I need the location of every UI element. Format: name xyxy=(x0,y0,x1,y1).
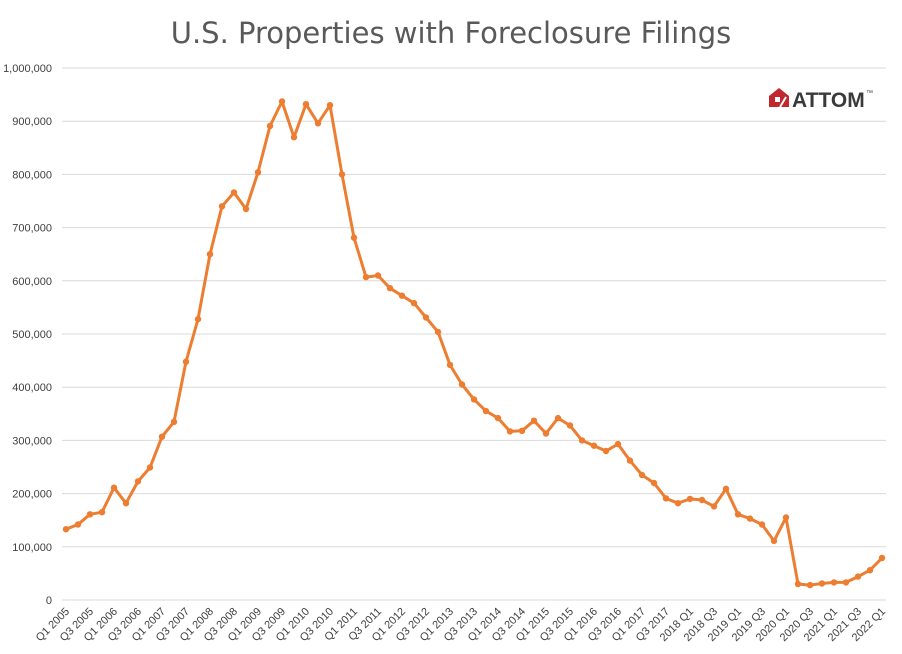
data-point xyxy=(410,299,418,307)
data-point xyxy=(758,521,766,528)
series-foreclosure-filings xyxy=(62,98,886,589)
data-point xyxy=(446,361,454,369)
data-point xyxy=(578,437,586,444)
y-tick-label: 1,000,000 xyxy=(3,63,52,75)
y-tick-label: 700,000 xyxy=(12,223,52,235)
data-point xyxy=(806,581,814,589)
data-point xyxy=(686,495,694,503)
data-point xyxy=(434,328,442,336)
data-point xyxy=(278,98,286,105)
data-point xyxy=(638,471,646,479)
data-point xyxy=(734,511,742,518)
gridlines xyxy=(62,67,886,601)
data-point xyxy=(458,381,466,388)
attom-logo: ATTOM ™ xyxy=(769,88,873,112)
data-point xyxy=(518,427,526,434)
data-point xyxy=(830,579,838,586)
data-point xyxy=(122,500,130,507)
data-point xyxy=(302,101,310,108)
data-point xyxy=(566,422,574,429)
data-point xyxy=(878,554,886,562)
data-point xyxy=(818,580,826,587)
chart-title: U.S. Properties with Foreclosure Filings xyxy=(171,16,732,50)
y-tick-label: 800,000 xyxy=(12,169,52,181)
data-point xyxy=(722,485,730,492)
data-point xyxy=(842,579,850,586)
data-point xyxy=(218,203,226,210)
logo-trademark: ™ xyxy=(866,90,873,97)
data-point xyxy=(374,272,382,279)
data-point xyxy=(350,234,358,241)
y-tick-label: 600,000 xyxy=(12,276,52,288)
y-axis-ticks: 0 100,000 200,000 300,000 400,000 500,000 600,… xyxy=(3,63,52,607)
y-tick-label: 400,000 xyxy=(12,382,52,394)
data-point xyxy=(338,171,346,178)
data-point xyxy=(650,479,658,487)
data-point xyxy=(602,447,610,455)
data-point xyxy=(794,580,802,588)
data-point xyxy=(590,442,598,449)
y-tick-label: 200,000 xyxy=(12,489,52,501)
data-point xyxy=(506,428,514,435)
data-point xyxy=(242,205,250,213)
data-point xyxy=(146,464,154,471)
data-point xyxy=(326,102,334,109)
data-point xyxy=(206,251,214,258)
data-point xyxy=(290,134,298,141)
data-point xyxy=(158,433,166,440)
y-tick-label: 500,000 xyxy=(12,329,52,341)
data-point xyxy=(698,496,706,504)
data-point xyxy=(134,478,142,485)
data-point xyxy=(266,122,274,130)
data-point xyxy=(74,521,82,528)
data-point xyxy=(398,292,406,299)
data-point xyxy=(254,169,262,176)
house-icon xyxy=(769,88,789,108)
data-point xyxy=(194,315,202,323)
data-point xyxy=(362,273,370,281)
data-point xyxy=(98,509,106,516)
data-point xyxy=(854,573,862,580)
y-tick-label: 900,000 xyxy=(12,116,52,128)
data-point xyxy=(710,503,718,510)
data-point xyxy=(110,484,118,491)
y-tick-label: 0 xyxy=(46,595,52,607)
y-tick-label: 300,000 xyxy=(12,435,52,447)
logo-text: ATTOM xyxy=(792,89,865,112)
data-point xyxy=(674,500,682,507)
data-point xyxy=(314,120,322,127)
data-point xyxy=(230,189,238,196)
data-point xyxy=(782,514,790,521)
data-point xyxy=(62,526,70,533)
data-point xyxy=(866,567,874,574)
data-point xyxy=(86,511,94,518)
data-point xyxy=(386,285,394,292)
data-point xyxy=(170,418,178,425)
data-point xyxy=(554,414,562,422)
data-point xyxy=(530,417,538,424)
data-point xyxy=(626,457,634,464)
data-point xyxy=(470,396,478,403)
data-point xyxy=(770,537,778,545)
y-tick-label: 100,000 xyxy=(12,542,52,554)
data-point xyxy=(482,407,490,415)
data-point xyxy=(494,414,502,422)
data-point xyxy=(746,515,754,522)
data-point xyxy=(182,358,190,365)
data-point xyxy=(662,495,670,502)
data-point xyxy=(614,440,622,448)
data-point xyxy=(542,430,550,437)
data-point xyxy=(422,314,430,321)
